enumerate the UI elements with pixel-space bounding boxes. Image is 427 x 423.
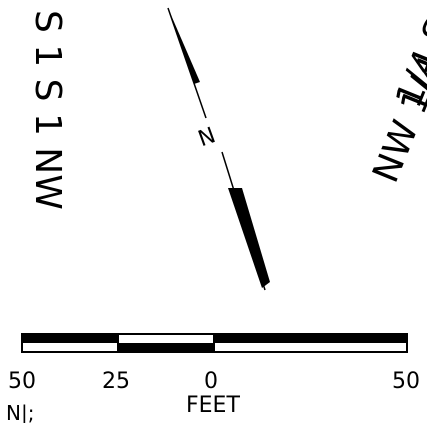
upper-right-text-2: 1/4 S <box>388 12 427 113</box>
left-edge-text: S 1 S 1 NW <box>27 10 68 210</box>
north-arrow: N <box>167 7 270 291</box>
fragment-text: N|; <box>6 401 34 423</box>
scale-bar <box>21 333 408 353</box>
scale-label-25: 25 <box>102 369 130 394</box>
north-arrow-label: N <box>195 123 219 152</box>
scale-units-label: FEET <box>186 393 240 418</box>
scale-segment-3 <box>214 334 407 343</box>
scale-label-0: 0 <box>204 369 218 394</box>
north-arrow-head-upper <box>168 8 200 84</box>
upper-right-label-2: 1/4 S <box>388 12 427 113</box>
north-arrow-tail-lower <box>228 188 270 288</box>
scale-label-left-50: 50 <box>8 369 36 394</box>
scale-label-right-50: 50 <box>392 369 420 394</box>
scale-segment-1 <box>22 334 118 343</box>
scale-segment-2 <box>118 343 214 352</box>
left-edge-label: S 1 S 1 NW <box>27 10 68 210</box>
